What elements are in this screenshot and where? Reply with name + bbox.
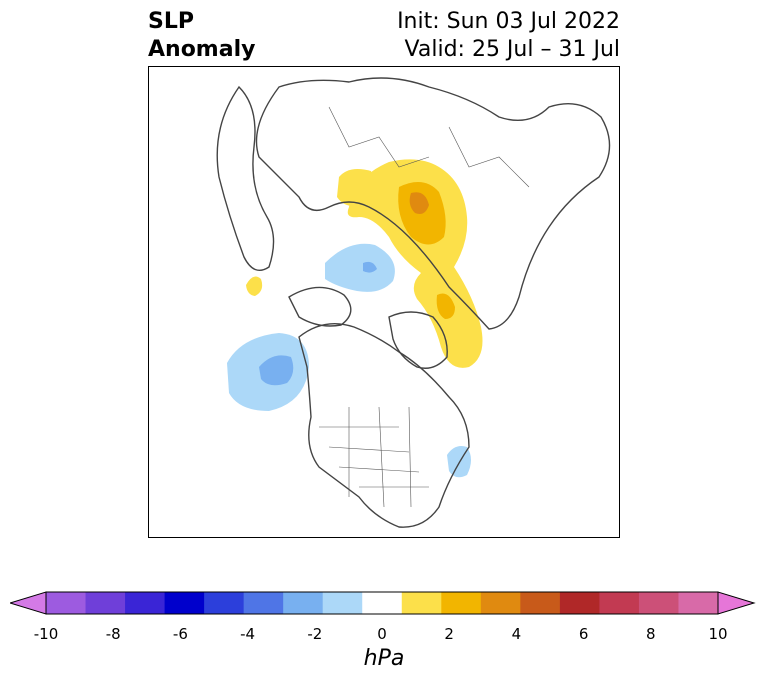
- colorbar-segment: [638, 592, 679, 614]
- colorbar-tick-label: 10: [708, 625, 728, 643]
- colorbar-tick-label: 4: [511, 625, 522, 643]
- init-date: Init: Sun 03 Jul 2022: [397, 9, 620, 34]
- colorbar-tick-label: -8: [105, 625, 121, 643]
- colorbar-tick-label: 0: [377, 625, 387, 643]
- colorbar-tick-label: -4: [240, 625, 256, 643]
- map-panel: [148, 66, 620, 538]
- anomaly-pos-1c: [246, 276, 263, 296]
- anomaly-neg-1: [325, 243, 395, 292]
- colorbar-tick-label: -2: [307, 625, 323, 643]
- colorbar-segment: [599, 592, 640, 614]
- colorbar-tick-label: 8: [646, 625, 656, 643]
- colorbar-segment: [678, 592, 719, 614]
- colorbar-segment: [559, 592, 600, 614]
- borders: [319, 106, 530, 508]
- valid-range: Valid: 25 Jul – 31 Jul: [404, 37, 620, 62]
- negative-anomaly-field: [227, 243, 471, 478]
- coastline-eurasia: [255, 77, 611, 330]
- colorbar-segment: [46, 592, 87, 614]
- colorbar-units: hPa: [363, 646, 405, 671]
- colorbar-segment: [204, 592, 245, 614]
- coastline-north-america: [298, 323, 470, 528]
- colorbar-segment: [441, 592, 482, 614]
- colorbar-tick-label: 2: [444, 625, 454, 643]
- colorbar-tick-label: -10: [33, 625, 59, 643]
- colorbar-segment: [520, 592, 561, 614]
- colorbar-segment: [362, 592, 403, 614]
- colorbar-extend-right: [717, 591, 756, 615]
- colorbar-tick-label: -6: [172, 625, 188, 643]
- title-line-1: SLP: [148, 9, 194, 34]
- coastline-greenland: [388, 311, 448, 369]
- colorbar-segment: [243, 592, 284, 614]
- colorbar-segment: [85, 592, 126, 614]
- colorbar-segment: [480, 592, 521, 614]
- anomaly-pos-2b: [436, 293, 455, 319]
- colorbar-segment: [322, 592, 363, 614]
- map-dates: Init: Sun 03 Jul 2022 Valid: 25 Jul – 31…: [397, 8, 620, 64]
- coastline-africa: [216, 85, 275, 271]
- anomaly-neg-2b: [259, 355, 294, 386]
- anomaly-neg-1b: [363, 261, 377, 273]
- map-canvas: [216, 77, 611, 528]
- coastline-alaska: [288, 286, 352, 327]
- coastlines: [216, 77, 611, 528]
- colorbar-tick-label: 6: [578, 625, 589, 643]
- anomaly-pos-3: [409, 192, 429, 214]
- map-title: SLP Anomaly: [148, 8, 255, 64]
- colorbar-segment: [164, 592, 205, 614]
- colorbar-extend-left: [10, 591, 47, 615]
- colorbar-segment: [401, 592, 442, 614]
- colorbar-segment: [125, 592, 166, 614]
- colorbar: [10, 591, 756, 615]
- title-line-2: Anomaly: [148, 37, 256, 62]
- colorbar-segment: [283, 592, 324, 614]
- positive-anomaly-field: [246, 159, 483, 368]
- anomaly-pos-1b: [337, 169, 373, 206]
